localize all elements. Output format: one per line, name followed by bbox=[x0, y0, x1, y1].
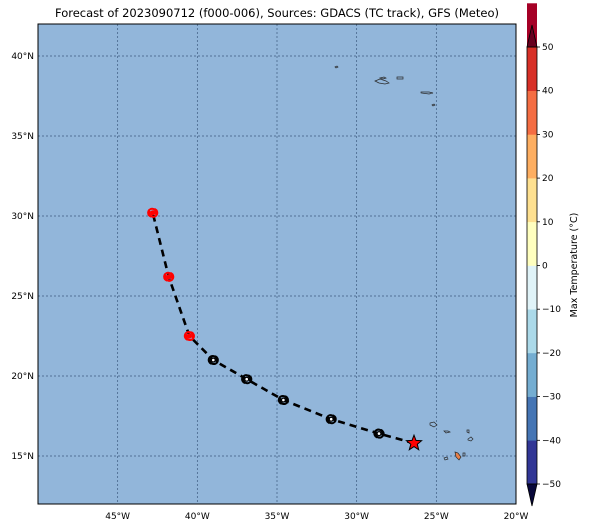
land-islands bbox=[334, 65, 474, 461]
cabo-verde-island bbox=[462, 452, 466, 457]
hurricane-icon bbox=[241, 374, 253, 385]
azores-island bbox=[374, 78, 390, 85]
cabo-verde-island bbox=[443, 430, 452, 434]
hurricane-icon bbox=[277, 394, 289, 406]
map-frame bbox=[37, 23, 517, 505]
lat-tick-label: 40°N bbox=[11, 52, 34, 62]
lon-tick-label: 20°W bbox=[504, 512, 529, 522]
colorbar-label: Max Temperature (°C) bbox=[569, 213, 580, 318]
colorbar-tick-label: −50 bbox=[542, 480, 561, 490]
map-panel bbox=[37, 23, 517, 505]
lon-tick-label: 35°W bbox=[265, 512, 290, 522]
lat-tick-label: 25°N bbox=[11, 292, 34, 302]
cabo-verde-island bbox=[466, 429, 470, 434]
colorbar-bin bbox=[527, 309, 537, 354]
lat-tick-label: 35°N bbox=[11, 132, 34, 142]
hurricane-icon bbox=[147, 207, 159, 218]
colorbar-tick-label: 10 bbox=[542, 218, 554, 228]
lon-tick-label: 40°W bbox=[185, 512, 210, 522]
azores-island bbox=[396, 76, 404, 80]
cabo-verde-island bbox=[443, 456, 449, 461]
hurricane-icon bbox=[163, 271, 175, 282]
colorbar-tick-label: 50 bbox=[542, 43, 554, 53]
lon-tick-label: 30°W bbox=[344, 512, 369, 522]
tc-track bbox=[151, 212, 415, 445]
colorbar-tick-label: 0 bbox=[542, 262, 548, 272]
colorbar-bin bbox=[527, 352, 537, 397]
colorbar-tick-label: 30 bbox=[542, 130, 554, 140]
map-axes: 45°W 40°W 35°W 30°W 25°W 20°W 15°N 20°N 25°N 30°N… bbox=[11, 52, 528, 522]
lat-tick-label: 20°N bbox=[11, 372, 34, 382]
colorbar-bin bbox=[527, 440, 537, 485]
lat-tick-label: 30°N bbox=[11, 212, 34, 222]
azores-island bbox=[431, 103, 436, 107]
colorbar: −50 −40 −30 −20 −10 0 10 20 30 40 50 bbox=[526, 3, 561, 507]
colorbar-bin bbox=[527, 90, 537, 135]
lon-tick-label: 25°W bbox=[424, 512, 449, 522]
colorbar-tick-label: 20 bbox=[542, 174, 554, 184]
hurricane-icon bbox=[183, 330, 195, 342]
colorbar-bin bbox=[527, 396, 537, 441]
colorbar-tick-label: −20 bbox=[542, 349, 561, 359]
graticule bbox=[38, 24, 516, 504]
hurricane-icon bbox=[373, 428, 385, 439]
colorbar-bin bbox=[527, 47, 537, 91]
cabo-verde-island bbox=[467, 436, 474, 442]
hurricane-icon bbox=[325, 414, 337, 425]
azores-island bbox=[420, 91, 434, 95]
colorbar-bin bbox=[527, 265, 537, 310]
star-icon bbox=[405, 433, 423, 451]
hurricane-icon bbox=[207, 354, 219, 366]
colorbar-bin bbox=[527, 178, 537, 223]
colorbar-tick-label: −40 bbox=[542, 436, 561, 446]
azores-island bbox=[378, 76, 387, 80]
azores-island bbox=[334, 65, 339, 69]
track-markers bbox=[147, 207, 423, 451]
santiago-island bbox=[454, 451, 462, 461]
colorbar-tick-label: 40 bbox=[542, 87, 554, 97]
track-line bbox=[151, 212, 415, 445]
lon-tick-label: 45°W bbox=[105, 512, 130, 522]
colorbar-bin bbox=[527, 221, 537, 266]
lat-tick-label: 15°N bbox=[11, 452, 34, 462]
cabo-verde-island bbox=[429, 421, 438, 428]
colorbar-tick-label: −30 bbox=[542, 393, 561, 403]
map-title: Forecast of 2023090712 (f000-006), Sourc… bbox=[55, 6, 499, 20]
colorbar-tick-label: −10 bbox=[542, 305, 561, 315]
colorbar-bin bbox=[527, 134, 537, 179]
colorbar-extend-min bbox=[526, 483, 538, 507]
